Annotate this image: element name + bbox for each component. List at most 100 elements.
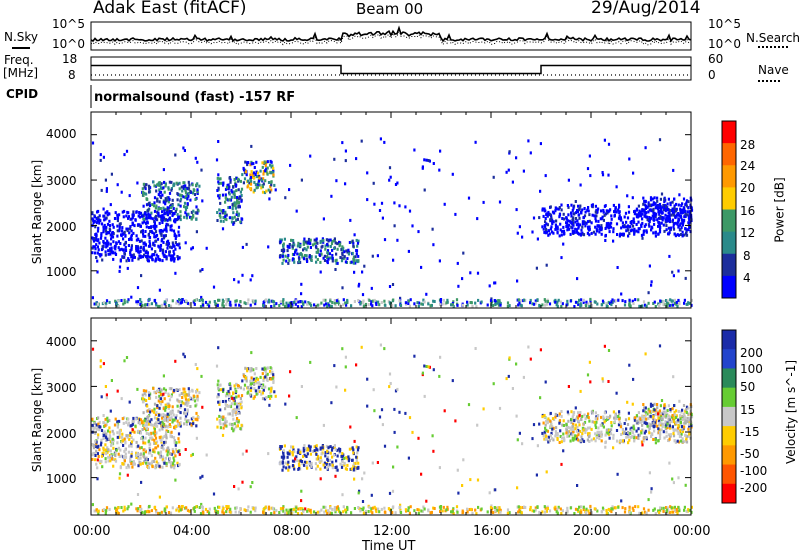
power-echo — [159, 245, 162, 249]
power-echo — [125, 214, 128, 218]
power-echo — [572, 223, 575, 227]
power-echo — [249, 187, 252, 190]
power-echo — [179, 199, 182, 203]
velocity-echo — [162, 443, 165, 446]
velocity-echo — [217, 388, 220, 392]
velocity-echo — [627, 441, 630, 445]
power-echo — [333, 247, 336, 250]
velocity-echo — [687, 427, 690, 431]
power-sparse — [199, 269, 202, 273]
velocity-echo — [356, 466, 359, 470]
power-nearrange — [334, 303, 337, 307]
power-echo — [103, 218, 106, 222]
power-echo — [594, 210, 597, 214]
power-echo — [98, 241, 101, 245]
velocity-echo — [287, 460, 290, 464]
power-echo — [665, 205, 668, 208]
velocity-echo — [672, 420, 676, 424]
velocity-nearrange — [596, 509, 599, 513]
power-echo — [170, 210, 173, 214]
power-echo — [606, 211, 609, 215]
power-echo — [292, 241, 295, 245]
velocity-sparse — [182, 352, 185, 356]
velocity-sparse — [396, 387, 399, 391]
velocity-sparse — [344, 365, 347, 369]
power-nearrange — [496, 301, 499, 305]
power-sparse — [99, 158, 102, 162]
power-echo — [682, 206, 685, 210]
velocity-echo — [107, 459, 110, 463]
power-echo — [655, 204, 658, 208]
power-echo — [323, 259, 327, 262]
velocity-echo — [684, 434, 687, 437]
velocity-echo — [162, 422, 165, 426]
velocity-sparse — [309, 360, 312, 364]
velocity-echo — [141, 421, 144, 425]
velocity-sparse — [474, 347, 477, 350]
power-sparse — [300, 282, 303, 286]
velocity-echo — [158, 394, 161, 398]
power-sparse — [249, 278, 252, 282]
power-echo — [116, 219, 119, 223]
velocity-echo — [667, 417, 670, 421]
power-echo — [139, 246, 142, 250]
power-sparse — [128, 194, 131, 198]
power-echo — [546, 223, 549, 227]
power-echo — [574, 220, 577, 224]
power-nearrange — [439, 303, 442, 306]
power-echo — [341, 251, 344, 255]
velocity-echo — [270, 394, 273, 398]
power-echo — [639, 214, 643, 218]
velocity-sparse — [615, 391, 618, 395]
velocity-sparse — [279, 446, 282, 450]
velocity-echo — [161, 455, 165, 459]
power-echo — [166, 208, 169, 212]
power-echo — [138, 215, 142, 219]
velocity-echo — [198, 391, 201, 395]
power-echo — [178, 233, 181, 237]
velocity-echo — [192, 416, 195, 420]
power-echo — [608, 230, 611, 234]
velocity-echo — [155, 446, 158, 450]
velocity-sparse — [601, 379, 605, 383]
power-echo — [95, 233, 98, 237]
velocity-echo — [574, 434, 577, 438]
power-echo — [301, 255, 304, 259]
velocity-echo — [606, 416, 610, 419]
power-echo — [314, 255, 317, 259]
velocity-nearrange — [477, 505, 480, 509]
velocity-echo — [292, 448, 295, 452]
power-echo — [654, 234, 657, 238]
velocity-echo — [627, 417, 631, 421]
velocity-nearrange — [239, 507, 242, 510]
velocity-echo — [142, 452, 145, 456]
power-echo — [147, 202, 150, 206]
velocity-echo — [546, 429, 549, 433]
power-echo — [118, 222, 121, 226]
velocity-echo — [626, 423, 630, 426]
power-echo — [242, 168, 246, 172]
power-echo — [347, 248, 350, 252]
power-echo — [637, 204, 640, 208]
power-echo — [146, 251, 149, 255]
velocity-echo — [161, 400, 164, 404]
velocity-sparse — [516, 438, 519, 442]
velocity-echo — [666, 422, 669, 426]
velocity-nearrange — [282, 506, 285, 510]
power-echo — [176, 218, 179, 222]
velocity-nearrange — [643, 510, 647, 514]
power-echo — [661, 205, 664, 209]
velocity-echo — [262, 376, 265, 380]
velocity-sparse — [538, 422, 541, 426]
velocity-echo — [132, 416, 135, 420]
power-echo — [109, 242, 112, 246]
power-echo — [265, 189, 268, 193]
velocity-echo — [316, 448, 319, 452]
velocity-sparse — [588, 360, 591, 364]
velocity-echo — [303, 444, 306, 448]
power-echo — [124, 241, 127, 245]
power-echo — [153, 235, 156, 239]
power-echo — [241, 173, 244, 177]
power-nearrange — [364, 302, 367, 306]
power-nearrange — [440, 302, 443, 306]
